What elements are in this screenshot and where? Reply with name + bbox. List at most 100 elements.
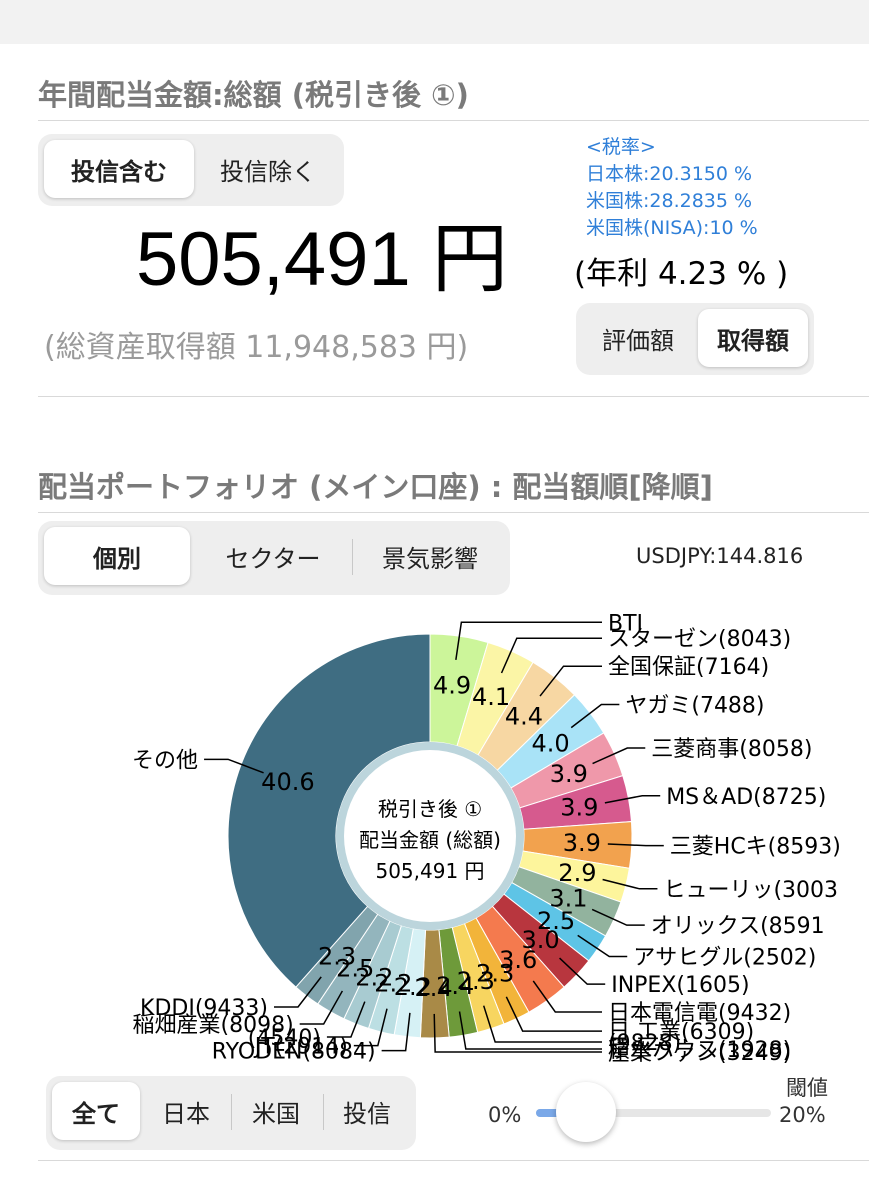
slice-value-label: 2.5 <box>336 954 374 982</box>
center-label-amount: 505,491 円 <box>375 859 484 883</box>
divider <box>38 120 869 121</box>
divider <box>38 1160 869 1161</box>
slice-leader-line <box>505 996 602 1032</box>
divider <box>231 1094 232 1130</box>
tax-rate-japan: 日本株:20.3150 % <box>586 163 753 185</box>
divider <box>352 539 353 575</box>
slice-name-label: ヤガミ(7488) <box>625 694 764 719</box>
exclude-funds-button[interactable]: 投信除く <box>220 157 316 186</box>
individual-view-button[interactable]: 個別 <box>44 527 190 585</box>
total-acquisition-cost: (総資産取得額 11,948,583 円) <box>44 330 469 365</box>
filter-us-button[interactable]: 米国 <box>252 1099 300 1128</box>
usdjpy-rate: USDJPY:144.816 <box>636 544 804 568</box>
threshold-label: 閾値 <box>786 1076 828 1100</box>
slice-name-label: 三菱HCキ(8593) <box>670 835 841 860</box>
donut-hole <box>344 750 516 922</box>
filter-all-button[interactable]: 全て <box>52 1082 140 1140</box>
slice-leader-line <box>604 795 661 804</box>
slice-leader-line <box>204 758 264 774</box>
slice-name-label: アサヒグル(2502) <box>633 946 816 971</box>
slice-value-label: 3.0 <box>522 926 560 954</box>
slice-value-label: 3.6 <box>499 946 537 974</box>
center-label-basis: 税引き後 ① <box>378 797 482 821</box>
slice-name-label: 三菱商事(8058) <box>651 737 812 762</box>
threshold-max-label: 20% <box>779 1103 826 1127</box>
slice-name-label: 稲畑産業(8098) <box>133 1013 294 1038</box>
slice-name-label: 産業ファン(3249) <box>608 1041 791 1066</box>
slice-name-label: 全国保証(7164) <box>608 655 769 680</box>
filter-funds-button[interactable]: 投信 <box>343 1099 391 1128</box>
slice-leader-line <box>607 843 664 847</box>
center-label-title: 配当金額 (総額) <box>359 828 501 852</box>
threshold-min-label: 0% <box>488 1103 522 1127</box>
slice-name-label: INPEX(1605) <box>611 973 749 998</box>
threshold-slider-handle[interactable] <box>555 1082 616 1142</box>
view-toggle: 個別 セクター 景気影響 <box>38 521 510 595</box>
slice-leader-line <box>381 1012 411 1052</box>
slice-leader-line <box>455 621 602 660</box>
slice-leader-line <box>433 1013 602 1053</box>
slice-name-label: KDDI(9433) <box>140 996 268 1021</box>
slice-leader-line <box>559 957 606 985</box>
slice-leader-line <box>577 934 628 958</box>
slice-value-label: 4.1 <box>472 683 510 711</box>
slice-value-label: 3.9 <box>550 760 588 788</box>
slice-value-label: 2.3 <box>318 942 356 970</box>
sector-view-button[interactable]: セクター <box>225 544 321 573</box>
slice-name-label: (4540) <box>248 1026 321 1051</box>
slice-value-label: 2.4 <box>436 972 474 1000</box>
tax-rate-us-nisa: 米国株(NISA):10 % <box>586 217 758 239</box>
slice-name-label: JT(2914) <box>253 1035 348 1060</box>
slice-leader-line <box>326 1001 366 1038</box>
slice-value-label: 2.4 <box>415 974 453 1002</box>
acquisition-value-button[interactable]: 取得額 <box>698 309 808 367</box>
threshold-slider-track[interactable] <box>536 1109 771 1117</box>
slice-value-label: 2.9 <box>558 859 596 887</box>
top-bar <box>0 0 869 44</box>
slice-value-label: 3.9 <box>560 794 598 822</box>
divider <box>38 396 869 397</box>
portfolio-title: 配当ポートフォリオ (メイン口座) : 配当額順[降順] <box>38 470 713 504</box>
divider <box>38 512 869 513</box>
fund-toggle: 投信含む 投信除く <box>38 134 344 206</box>
slice-leader-line <box>591 908 645 926</box>
slice-value-label: 3.9 <box>563 829 601 857</box>
slice-value-label: 2.2 <box>355 963 393 991</box>
slice-value-label: 2.3 <box>457 967 495 995</box>
slice-value-label: 2.5 <box>537 907 575 935</box>
slice-value-label: 4.4 <box>505 703 543 731</box>
threshold-slider-fill <box>536 1109 560 1117</box>
slice-name-label: 日 工業(6309) <box>608 1020 754 1045</box>
slice-name-label: MS＆AD(8725) <box>666 785 826 810</box>
filter-japan-button[interactable]: 日本 <box>162 1099 210 1128</box>
slice-leader-line <box>570 703 620 729</box>
total-dividend-amount: 505,491 円 <box>136 217 508 302</box>
slice-name-label: スターゼン(8043) <box>608 627 791 652</box>
slice-name-label: その他 <box>132 748 198 773</box>
slice-leader-line <box>458 1011 602 1050</box>
slice-leader-line <box>602 878 658 890</box>
slice-leader-line <box>539 665 602 697</box>
tax-rate-header: <税率> <box>586 136 656 158</box>
slice-leader-line <box>500 637 602 674</box>
slice-name-label: 積水ハウス(1928) <box>608 1038 791 1063</box>
divider <box>323 1094 324 1130</box>
slice-leader-line <box>299 990 344 1025</box>
slice-name-label: RYODEN(8084) <box>212 1040 376 1065</box>
slice-name-label: 日本電信電(9432) <box>608 1001 791 1026</box>
slice-leader-line <box>482 1005 602 1043</box>
basis-toggle: 評価額 取得額 <box>576 303 814 375</box>
slice-name-label: オリックス(8591 <box>651 914 825 939</box>
slice-leader-line <box>532 980 602 1013</box>
include-funds-button[interactable]: 投信含む <box>44 140 194 198</box>
slice-name-label: (9828) <box>608 1031 681 1056</box>
slice-value-label: 4.9 <box>433 672 471 700</box>
slice-value-label: 4.0 <box>532 729 570 757</box>
slice-value-label: 40.6 <box>261 768 314 796</box>
slice-leader-line <box>592 747 646 765</box>
slice-leader-line <box>353 1008 388 1047</box>
economic-impact-view-button[interactable]: 景気影響 <box>382 544 478 573</box>
market-value-button[interactable]: 評価額 <box>602 326 674 355</box>
market-filter: 全て 日本 米国 投信 <box>46 1076 416 1150</box>
slice-name-label: BTI <box>608 611 643 636</box>
